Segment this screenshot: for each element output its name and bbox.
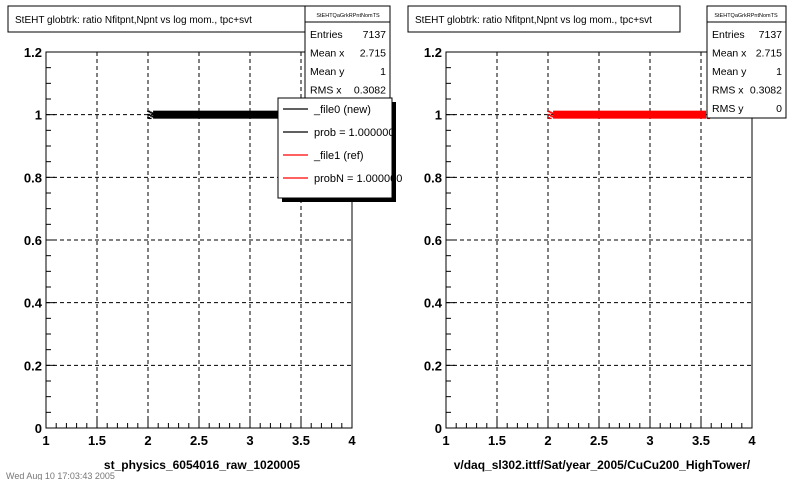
p2-series-point-0-4 [547,113,551,116]
p1-xtick-label-6: 4 [348,433,356,448]
p2-series-point-0-1 [548,111,552,113]
p2-xtick-label-0: 1 [442,433,449,448]
p1-stats-label-1: Mean x [310,48,345,60]
p2-xtick-label-5: 3.5 [692,433,710,448]
p1-ytick-label-3: 0.6 [24,233,42,248]
p2-xtick-label-1: 1.5 [488,433,506,448]
p1-legend-label-3: probN = 1.000000 [314,173,402,185]
p2-series-point-0-6 [550,115,554,117]
p1-ytick-label-2: 0.4 [24,296,43,311]
p1-ytick-label-6: 1.2 [24,45,42,60]
p1-ytick-label-4: 0.8 [24,170,42,185]
p2-stats-box [706,5,787,119]
p1-x-axis-label: st_physics_6054016_raw_1020005 [104,458,300,472]
p2-xtick-label-3: 2.5 [590,433,608,448]
p2-stats-name: StEHTQaGrkRPntNomTS [714,13,778,19]
p2-stats-value-2: 1 [776,66,782,78]
p1-stats-value-2: 1 [380,66,386,78]
p2-stats-label-3: RMS x [712,85,744,97]
p1-series-point-0-9 [148,117,152,120]
p2-series-point-0-8 [547,117,551,119]
p1-xtick-label-2: 2 [144,433,151,448]
p2-ytick-label-4: 0.8 [424,170,442,185]
p2-series-point-0-9 [548,117,552,120]
p2-ytick-label-2: 0.4 [424,296,443,311]
p2-series-point-0-2 [550,112,554,114]
p2-xtick-label-6: 4 [748,433,756,448]
p1-legend-box [277,97,393,199]
p1-stats-label-2: Mean y [310,66,345,78]
p1-legend-label-2: _file1 (ref) [313,150,364,162]
p1-xtick-label-1: 1.5 [88,433,106,448]
p1-xtick-label-3: 2.5 [190,433,208,448]
p2-series-point-0-5 [548,114,552,116]
p1-series-point-0-8 [147,117,151,119]
p2-stats-value-3: 0.3082 [750,85,782,97]
p1-xtick-label-4: 3 [246,433,253,448]
p1-series-point-0-4 [147,113,151,116]
p1-ytick-label-1: 0.2 [24,358,42,373]
p2-ytick-label-0: 0 [435,421,442,436]
p1-series-point-0-3 [151,113,155,115]
p1-ytick-label-0: 0 [35,421,42,436]
p2-ytick-label-3: 0.6 [424,233,442,248]
p2-series-point-0-0 [547,110,551,112]
p1-series-point-0-1 [148,111,152,113]
p1-title-box [7,5,309,33]
p1-stats-label-3: RMS x [310,85,342,97]
p1-series-band-0 [153,110,322,119]
p2-series-band-0 [553,110,707,119]
p1-series-point-0-0 [147,110,151,112]
p1-stats-label-0: Entries [310,29,343,41]
p2-title: StEHT globtrk: ratio Nfitpnt,Npnt vs log… [415,15,652,26]
p1-legend-label-1: prob = 1.000000 [314,127,394,139]
p1-ytick-label-5: 1 [35,108,42,123]
p2-series-point-0-7 [551,116,555,118]
p2-ytick-label-6: 1.2 [424,45,442,60]
p2-stats-value-0: 7137 [759,29,783,41]
p1-legend-label-0: _file0 (new) [313,104,371,116]
p2-title-box [407,5,681,33]
p2-stats-label-0: Entries [712,29,745,41]
p1-stats-name: StEHTQaGrkRPntNomTS [316,13,380,19]
p1-xtick-label-5: 3.5 [292,433,310,448]
p2-x-axis-label: v/daq_sl302.ittf/Sat/year_2005/CuCu200_H… [454,458,751,472]
p2-stats-label-4: RMS y [712,103,744,115]
p2-ytick-label-5: 1 [435,108,442,123]
p1-title: StEHT globtrk: ratio Nfitpnt,Npnt vs log… [15,15,252,26]
p2-ytick-label-1: 0.2 [424,358,442,373]
p2-xtick-label-4: 3 [646,433,653,448]
p1-stats-value-3: 0.3082 [354,85,386,97]
p1-series-point-0-5 [148,114,152,116]
p1-series-point-0-7 [151,116,155,118]
p2-series-point-0-3 [551,113,555,115]
p1-stats-value-1: 2.715 [360,48,386,60]
p2-stats-value-4: 0 [776,103,782,115]
p1-series-point-0-6 [150,115,154,117]
p1-stats-value-0: 7137 [363,29,387,41]
p2-stats-value-1: 2.715 [756,48,782,60]
p1-xtick-label-0: 1 [42,433,49,448]
p2-xtick-label-2: 2 [544,433,551,448]
p2-stats-label-1: Mean x [712,48,747,60]
p2-stats-label-2: Mean y [712,66,747,78]
footer-date: Wed Aug 10 17:03:43 2005 [6,471,115,480]
p1-series-point-0-2 [150,112,154,114]
